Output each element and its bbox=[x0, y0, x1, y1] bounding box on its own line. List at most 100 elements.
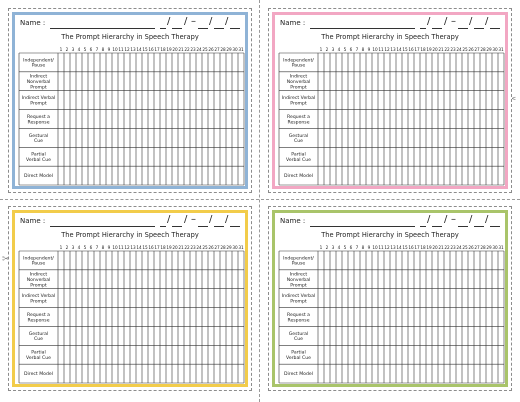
tally-cell[interactable] bbox=[118, 53, 124, 72]
tally-cell[interactable] bbox=[112, 166, 118, 185]
name-field[interactable] bbox=[50, 28, 155, 29]
tally-cell[interactable] bbox=[202, 345, 208, 364]
tally-cell[interactable] bbox=[354, 251, 360, 270]
tally-cell[interactable] bbox=[112, 110, 118, 129]
tally-cell[interactable] bbox=[118, 147, 124, 166]
tally-cell[interactable] bbox=[214, 53, 220, 72]
tally-cell[interactable] bbox=[492, 345, 498, 364]
tally-cell[interactable] bbox=[118, 308, 124, 327]
tally-cell[interactable] bbox=[124, 251, 130, 270]
tally-cell[interactable] bbox=[64, 364, 70, 383]
tally-cell[interactable] bbox=[214, 270, 220, 289]
tally-cell[interactable] bbox=[226, 53, 232, 72]
tally-cell[interactable] bbox=[178, 166, 184, 185]
tally-cell[interactable] bbox=[190, 110, 196, 129]
tally-cell[interactable] bbox=[462, 270, 468, 289]
tally-cell[interactable] bbox=[402, 308, 408, 327]
tally-cell[interactable] bbox=[226, 289, 232, 308]
tally-cell[interactable] bbox=[330, 345, 336, 364]
tally-cell[interactable] bbox=[58, 308, 64, 327]
tally-cell[interactable] bbox=[136, 289, 142, 308]
tally-cell[interactable] bbox=[402, 166, 408, 185]
tally-cell[interactable] bbox=[166, 270, 172, 289]
tally-cell[interactable] bbox=[414, 364, 420, 383]
tally-cell[interactable] bbox=[112, 364, 118, 383]
tally-cell[interactable] bbox=[220, 364, 226, 383]
tally-cell[interactable] bbox=[480, 289, 486, 308]
tally-cell[interactable] bbox=[112, 345, 118, 364]
tally-cell[interactable] bbox=[384, 326, 390, 345]
tally-cell[interactable] bbox=[396, 53, 402, 72]
tally-cell[interactable] bbox=[106, 72, 112, 91]
tally-cell[interactable] bbox=[124, 289, 130, 308]
tally-cell[interactable] bbox=[390, 147, 396, 166]
tally-cell[interactable] bbox=[148, 345, 154, 364]
tally-cell[interactable] bbox=[336, 72, 342, 91]
tally-cell[interactable] bbox=[166, 289, 172, 308]
tally-cell[interactable] bbox=[208, 110, 214, 129]
tally-cell[interactable] bbox=[124, 128, 130, 147]
tally-cell[interactable] bbox=[324, 345, 330, 364]
tally-cell[interactable] bbox=[178, 326, 184, 345]
tally-cell[interactable] bbox=[408, 308, 414, 327]
tally-cell[interactable] bbox=[348, 251, 354, 270]
tally-cell[interactable] bbox=[360, 345, 366, 364]
tally-cell[interactable] bbox=[408, 128, 414, 147]
tally-cell[interactable] bbox=[232, 128, 238, 147]
tally-cell[interactable] bbox=[348, 345, 354, 364]
tally-cell[interactable] bbox=[474, 270, 480, 289]
tally-cell[interactable] bbox=[70, 326, 76, 345]
tally-cell[interactable] bbox=[202, 270, 208, 289]
tally-cell[interactable] bbox=[64, 53, 70, 72]
tally-cell[interactable] bbox=[342, 326, 348, 345]
tally-cell[interactable] bbox=[208, 128, 214, 147]
tally-cell[interactable] bbox=[88, 166, 94, 185]
tally-cell[interactable] bbox=[462, 110, 468, 129]
tally-cell[interactable] bbox=[438, 289, 444, 308]
tally-cell[interactable] bbox=[94, 308, 100, 327]
tally-cell[interactable] bbox=[486, 147, 492, 166]
tally-cell[interactable] bbox=[468, 72, 474, 91]
tally-cell[interactable] bbox=[130, 326, 136, 345]
tally-cell[interactable] bbox=[468, 91, 474, 110]
tally-cell[interactable] bbox=[214, 326, 220, 345]
tally-cell[interactable] bbox=[214, 72, 220, 91]
tally-cell[interactable] bbox=[462, 364, 468, 383]
tally-cell[interactable] bbox=[196, 251, 202, 270]
tally-cell[interactable] bbox=[238, 326, 244, 345]
tally-cell[interactable] bbox=[348, 147, 354, 166]
tally-cell[interactable] bbox=[178, 345, 184, 364]
tally-cell[interactable] bbox=[330, 270, 336, 289]
tally-cell[interactable] bbox=[444, 53, 450, 72]
tally-cell[interactable] bbox=[336, 270, 342, 289]
tally-cell[interactable] bbox=[172, 270, 178, 289]
tally-cell[interactable] bbox=[480, 270, 486, 289]
tally-cell[interactable] bbox=[202, 326, 208, 345]
tally-cell[interactable] bbox=[384, 289, 390, 308]
tally-cell[interactable] bbox=[202, 91, 208, 110]
tally-cell[interactable] bbox=[190, 364, 196, 383]
tally-cell[interactable] bbox=[106, 128, 112, 147]
tally-cell[interactable] bbox=[450, 166, 456, 185]
tally-cell[interactable] bbox=[438, 91, 444, 110]
tally-cell[interactable] bbox=[486, 166, 492, 185]
tally-cell[interactable] bbox=[474, 364, 480, 383]
tally-cell[interactable] bbox=[220, 270, 226, 289]
tally-cell[interactable] bbox=[58, 53, 64, 72]
tally-cell[interactable] bbox=[130, 147, 136, 166]
tally-cell[interactable] bbox=[100, 308, 106, 327]
tally-cell[interactable] bbox=[232, 251, 238, 270]
tally-cell[interactable] bbox=[226, 110, 232, 129]
tally-cell[interactable] bbox=[402, 251, 408, 270]
tally-cell[interactable] bbox=[378, 128, 384, 147]
tally-cell[interactable] bbox=[486, 289, 492, 308]
tally-cell[interactable] bbox=[414, 110, 420, 129]
tally-cell[interactable] bbox=[196, 110, 202, 129]
tally-cell[interactable] bbox=[480, 91, 486, 110]
tally-cell[interactable] bbox=[136, 110, 142, 129]
tally-cell[interactable] bbox=[70, 289, 76, 308]
tally-cell[interactable] bbox=[208, 345, 214, 364]
tally-cell[interactable] bbox=[166, 91, 172, 110]
tally-cell[interactable] bbox=[456, 166, 462, 185]
tally-cell[interactable] bbox=[178, 270, 184, 289]
